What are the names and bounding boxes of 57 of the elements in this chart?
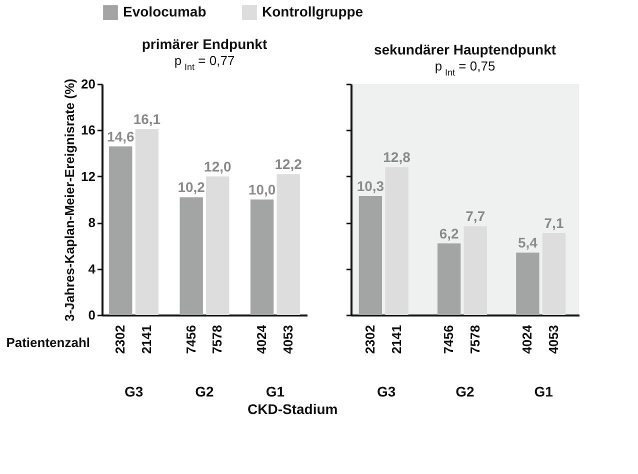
- bar: [358, 196, 382, 315]
- y-tick-label: 20: [81, 76, 96, 92]
- x-tick-label: G2: [195, 384, 214, 400]
- bar: [276, 174, 300, 315]
- x-tick-label: G1: [266, 384, 285, 400]
- bar: [180, 197, 203, 315]
- text: 14,6: [107, 128, 134, 144]
- text: Patientenzahl: [6, 335, 90, 350]
- x-tick-label: G3: [377, 384, 396, 400]
- text: 10,2: [178, 179, 205, 196]
- y-tick-label: 12: [81, 168, 96, 184]
- bar: [385, 167, 408, 315]
- text: 7578: [210, 325, 225, 354]
- text: 12,8: [383, 149, 410, 166]
- bar: [250, 200, 274, 315]
- text: 4053: [280, 325, 296, 354]
- text: 7456: [441, 325, 456, 354]
- text: 7578: [467, 325, 482, 354]
- x-axis-title: CKD-Stadium: [247, 401, 338, 417]
- text: 16,1: [133, 111, 161, 128]
- bar: [206, 176, 230, 315]
- text: 12,2: [274, 156, 302, 172]
- chart-subtitle: p$_{Int}$ = 0,77: [174, 53, 235, 72]
- text: 6,2: [439, 225, 459, 242]
- y-tick-label: 8: [88, 215, 96, 230]
- bar: [464, 226, 487, 315]
- text: 7456: [183, 325, 198, 354]
- legend-label: Evolocumab: [123, 4, 206, 20]
- text: 4024: [520, 324, 535, 354]
- bar: [109, 146, 132, 315]
- text: 2141: [138, 325, 154, 354]
- text: 10,3: [356, 178, 384, 194]
- y-tick-label: 0: [88, 308, 96, 322]
- x-tick-label: G1: [534, 384, 554, 400]
- text: 7,7: [466, 208, 486, 224]
- text: 4024: [254, 324, 270, 354]
- bar: [516, 252, 540, 315]
- y-tick-label: 16: [81, 122, 96, 138]
- text: 2302: [112, 325, 128, 354]
- y-axis-title: 3-Jahres-Kaplan-Meier-Ereignisrate (%): [62, 78, 78, 322]
- chart-subtitle: p$_{Int}$ = 0,75: [434, 58, 496, 78]
- legend-label: Kontrollgruppe: [262, 4, 364, 20]
- x-tick-label: G3: [124, 384, 144, 400]
- text: 4053: [546, 325, 562, 354]
- text: 2302: [362, 325, 378, 354]
- text: 5,4: [518, 234, 538, 251]
- x-tick-label: G2: [456, 384, 475, 400]
- bar: [135, 129, 159, 315]
- text: 2141: [388, 325, 404, 354]
- text: 7,1: [544, 214, 564, 231]
- bar: [542, 232, 566, 315]
- chart-title: sekundärer Hauptendpunkt: [374, 41, 556, 58]
- text: 10,0: [248, 182, 276, 198]
- chart-title: primärer Endpunkt: [142, 36, 268, 52]
- y-tick-label: 4: [88, 261, 96, 276]
- bar: [437, 243, 461, 315]
- text: 12,0: [204, 158, 232, 174]
